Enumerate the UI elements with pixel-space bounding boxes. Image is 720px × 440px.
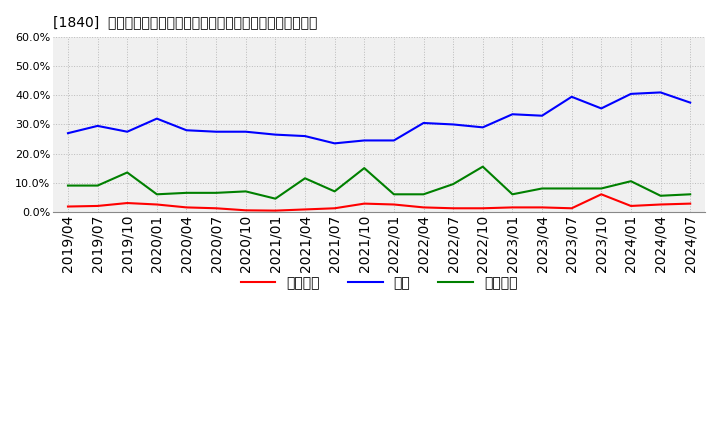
買入債務 (538, 186, 546, 191)
在庫 (508, 112, 517, 117)
売上債権 (63, 204, 72, 209)
売上債権 (271, 208, 279, 213)
買入債務 (123, 170, 132, 175)
在庫 (153, 116, 161, 121)
在庫 (123, 129, 132, 134)
売上債権 (182, 205, 191, 210)
売上債権 (626, 203, 635, 209)
売上債権 (123, 200, 132, 205)
買入債務 (390, 192, 398, 197)
在庫 (63, 131, 72, 136)
買入債務 (63, 183, 72, 188)
売上債権 (360, 201, 369, 206)
在庫 (271, 132, 279, 137)
買入債務 (94, 183, 102, 188)
Text: [1840]  売上債権、在庫、買入債務の総資産に対する比率の推移: [1840] 売上債権、在庫、買入債務の総資産に対する比率の推移 (53, 15, 318, 29)
在庫 (360, 138, 369, 143)
売上債権 (479, 205, 487, 211)
在庫 (301, 133, 310, 139)
売上債権 (538, 205, 546, 210)
買入債務 (508, 192, 517, 197)
Line: 売上債権: 売上債権 (68, 194, 690, 211)
買入債務 (360, 165, 369, 171)
買入債務 (212, 190, 220, 195)
売上債権 (241, 208, 250, 213)
買入債務 (330, 189, 339, 194)
売上債権 (597, 192, 606, 197)
在庫 (479, 125, 487, 130)
買入債務 (271, 196, 279, 202)
在庫 (686, 100, 695, 105)
在庫 (567, 94, 576, 99)
Line: 買入債務: 買入債務 (68, 167, 690, 199)
売上債権 (419, 205, 428, 210)
買入債務 (597, 186, 606, 191)
在庫 (597, 106, 606, 111)
在庫 (390, 138, 398, 143)
買入債務 (301, 176, 310, 181)
在庫 (94, 123, 102, 128)
在庫 (656, 90, 665, 95)
在庫 (626, 91, 635, 96)
売上債権 (567, 205, 576, 211)
売上債権 (330, 205, 339, 211)
在庫 (330, 141, 339, 146)
売上債権 (686, 201, 695, 206)
在庫 (182, 128, 191, 133)
Line: 在庫: 在庫 (68, 92, 690, 143)
買入債務 (419, 192, 428, 197)
在庫 (449, 122, 457, 127)
買入債務 (626, 179, 635, 184)
買入債務 (153, 192, 161, 197)
売上債権 (212, 205, 220, 211)
買入債務 (567, 186, 576, 191)
在庫 (538, 113, 546, 118)
買入債務 (686, 192, 695, 197)
買入債務 (479, 164, 487, 169)
買入債務 (182, 190, 191, 195)
売上債権 (301, 207, 310, 212)
売上債権 (94, 203, 102, 209)
売上債権 (449, 205, 457, 211)
買入債務 (656, 193, 665, 198)
売上債権 (390, 202, 398, 207)
売上債権 (508, 205, 517, 210)
買入債務 (241, 189, 250, 194)
在庫 (241, 129, 250, 134)
買入債務 (449, 181, 457, 187)
売上債権 (656, 202, 665, 207)
売上債権 (153, 202, 161, 207)
在庫 (212, 129, 220, 134)
在庫 (419, 121, 428, 126)
Legend: 売上債権, 在庫, 買入債務: 売上債権, 在庫, 買入債務 (235, 271, 523, 296)
